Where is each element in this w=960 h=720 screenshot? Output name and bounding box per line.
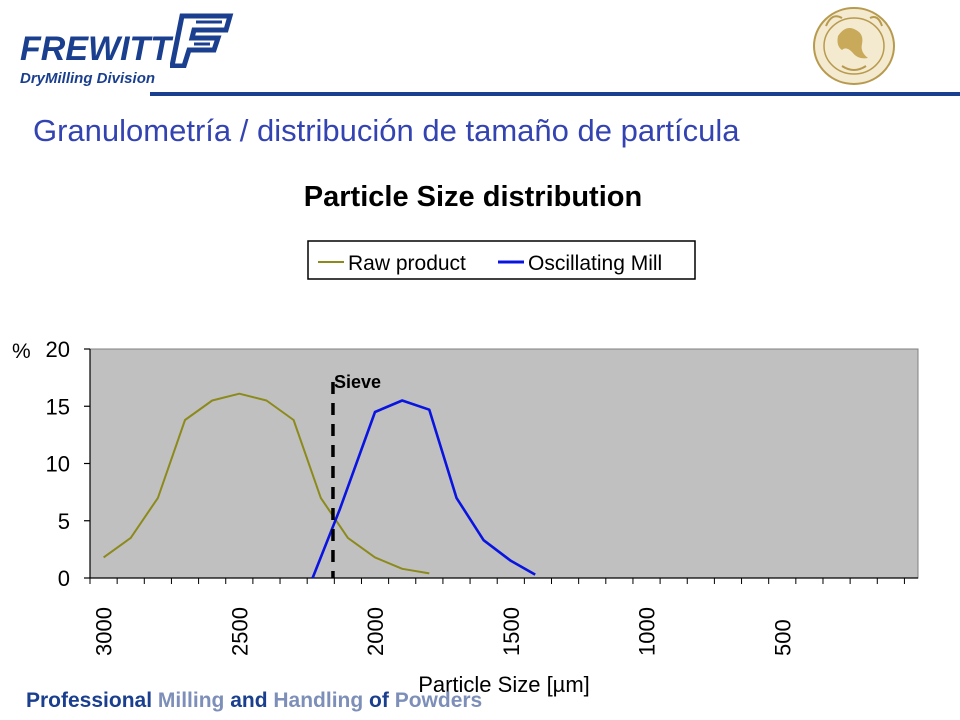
x-tick-label: 1500 (499, 607, 524, 656)
legend-label: Raw product (348, 252, 466, 275)
x-tick-label: 1000 (635, 607, 660, 656)
y-tick-label: 20 (46, 337, 70, 362)
footer-word: Handling (267, 689, 370, 712)
footer-word: Powders (388, 689, 483, 712)
footer-word: and (230, 689, 268, 712)
y-tick-label: 10 (46, 452, 70, 477)
brand-name: FREWITT (20, 30, 172, 68)
y-tick-label: 0 (58, 566, 70, 591)
header-rule (150, 92, 960, 96)
x-tick-label: 2500 (227, 607, 252, 656)
y-tick-label: 15 (46, 394, 70, 419)
x-axis-label: Particle Size [µm] (418, 672, 590, 697)
x-tick-label: 500 (770, 619, 795, 656)
x-tick-label: 3000 (92, 607, 117, 656)
university-seal-icon (813, 7, 895, 85)
x-tick-label: 2000 (363, 607, 388, 656)
footer-tagline: Professional Milling and Handling of Pow… (26, 689, 482, 713)
frewitt-f-mark-icon (170, 13, 234, 68)
division-name: DryMilling Division (20, 70, 156, 87)
footer-word: Professional (26, 689, 153, 712)
y-tick-label: 5 (58, 509, 70, 534)
y-axis-label: % (12, 340, 31, 363)
footer-word: Milling (152, 689, 231, 712)
slide-title: Granulometría / distribución de tamaño d… (33, 113, 740, 148)
footer-word: of (369, 689, 389, 712)
sieve-label: Sieve (334, 372, 381, 392)
frewitt-logo: FREWITT DryMilling Division (10, 8, 250, 90)
legend-box (307, 240, 696, 280)
legend-label: Oscillating Mill (528, 252, 662, 275)
series-line (103, 392, 430, 575)
chart-title: Particle Size distribution (304, 181, 642, 213)
plot-area (89, 348, 919, 579)
series-line (311, 399, 536, 579)
